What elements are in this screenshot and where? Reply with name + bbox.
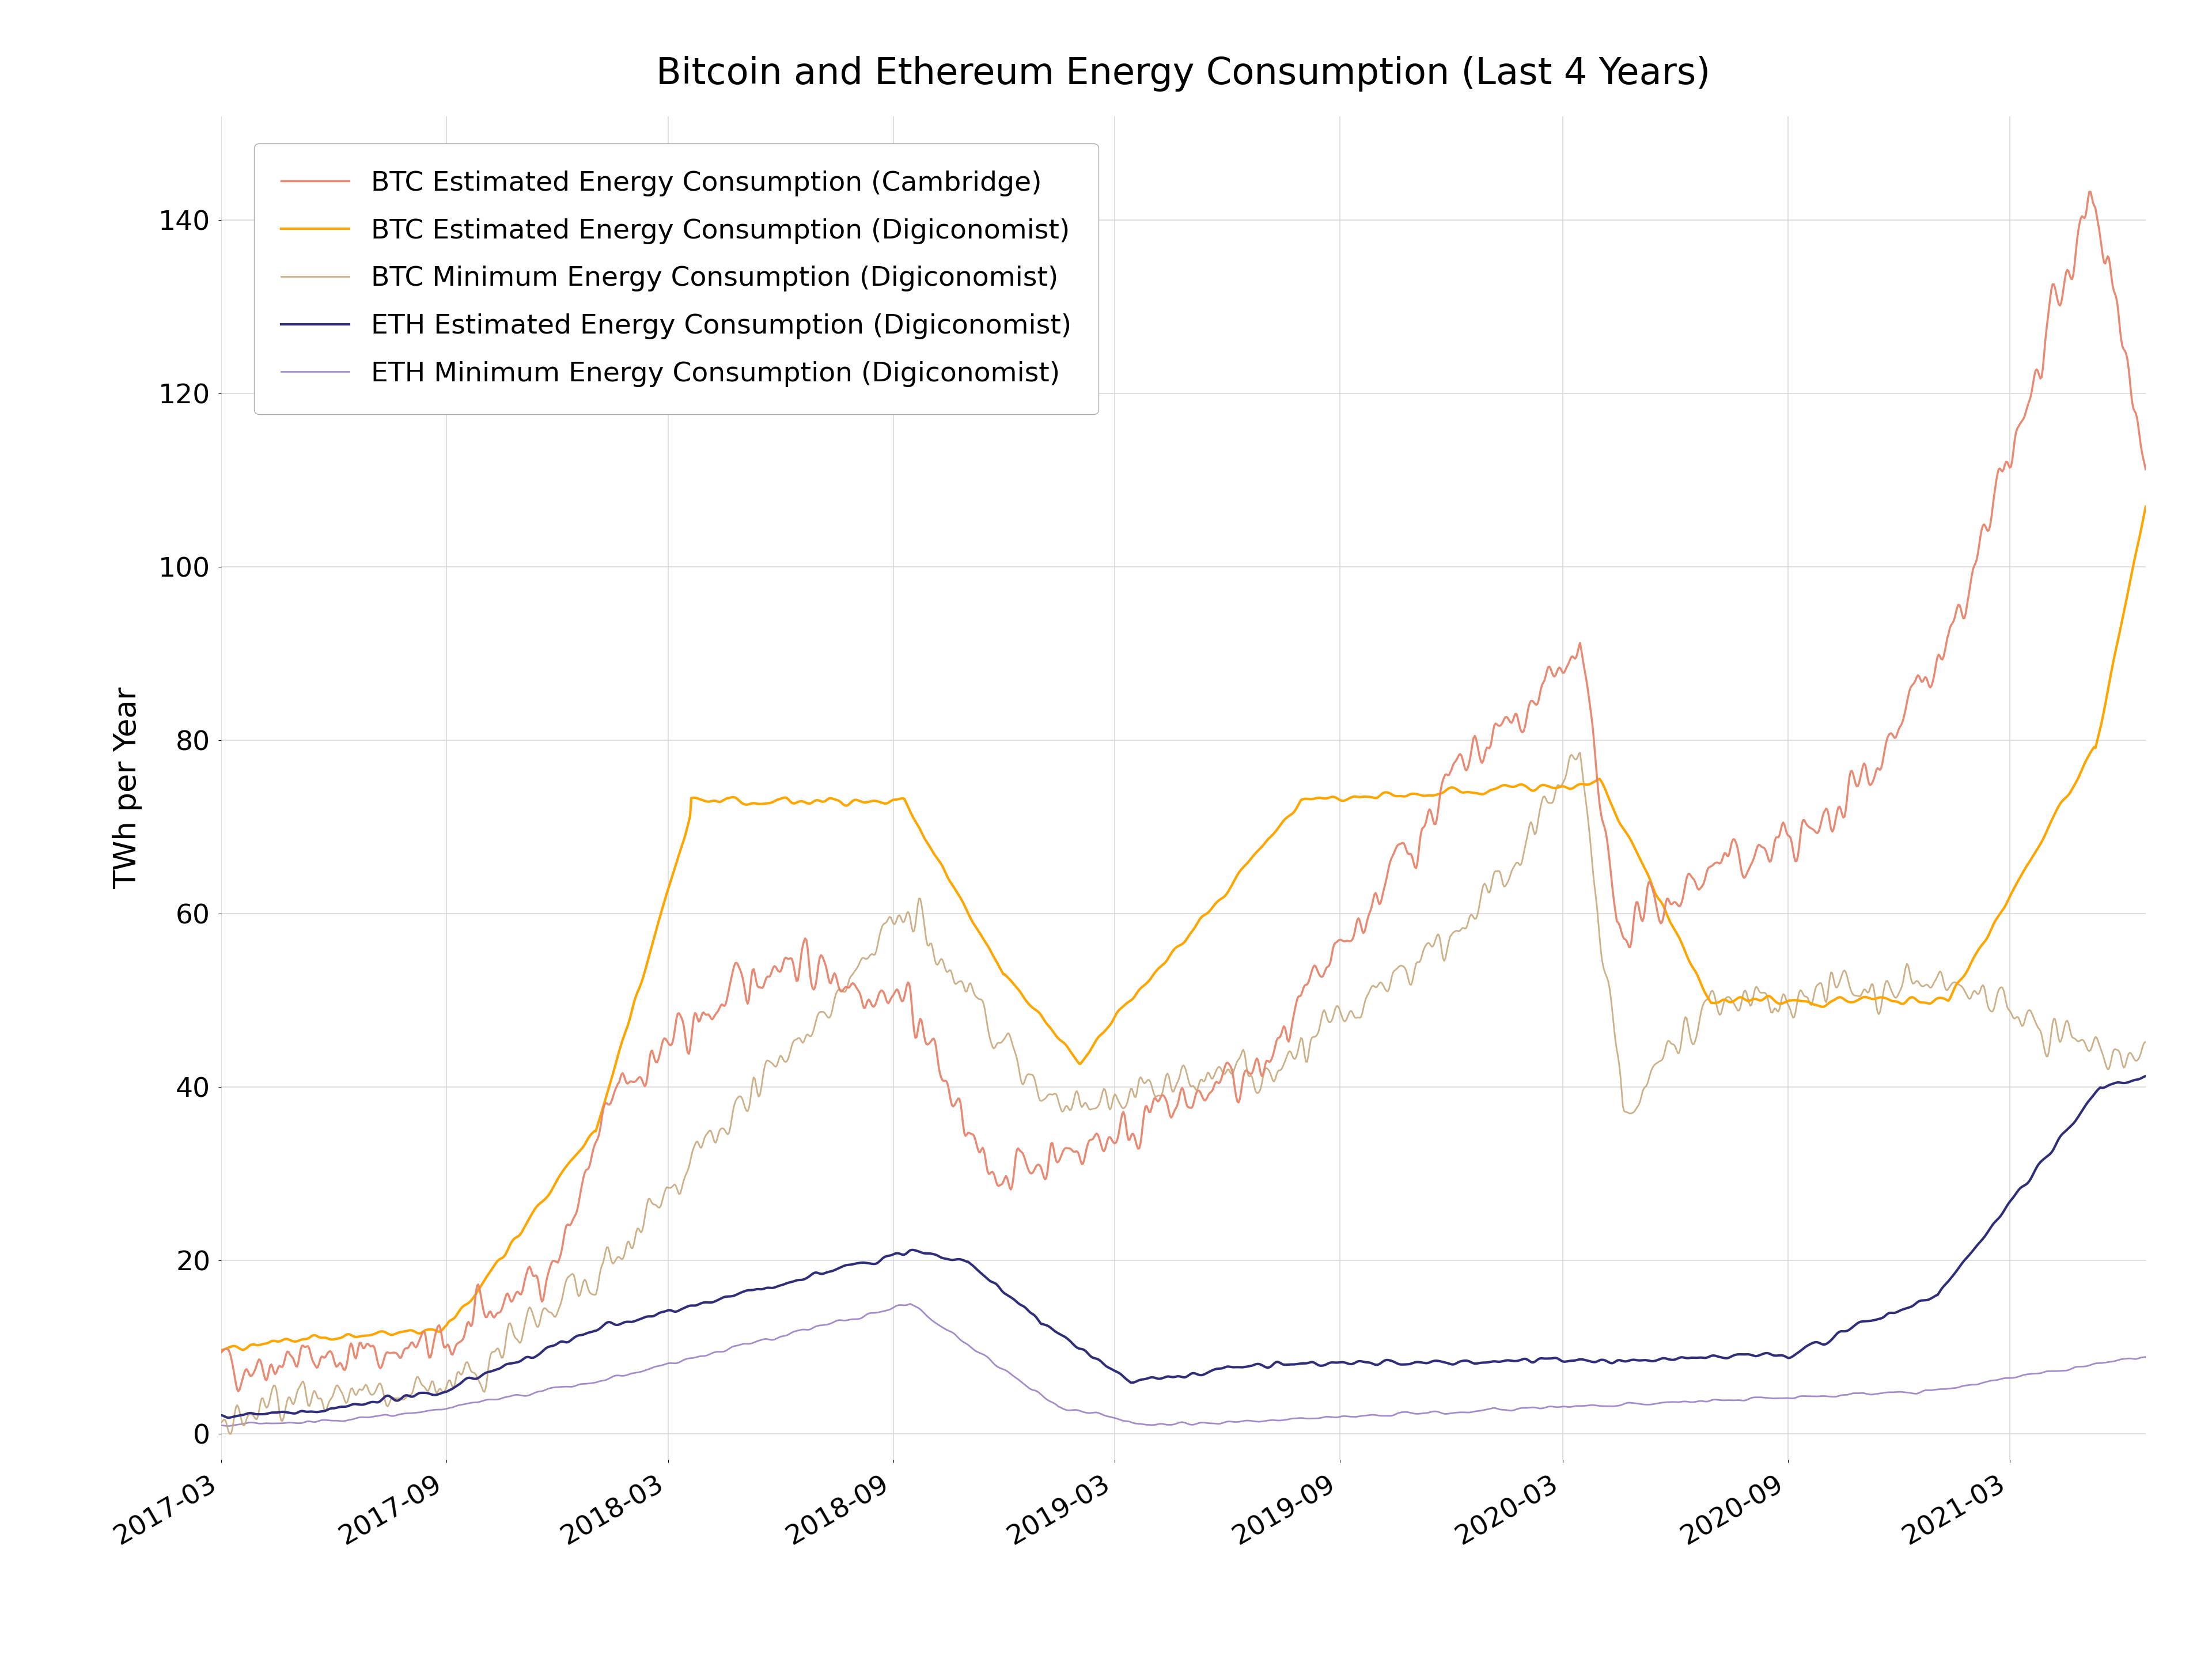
Line: BTC Estimated Energy Consumption (Cambridge): BTC Estimated Energy Consumption (Cambri…: [221, 192, 2146, 1392]
Y-axis label: TWh per Year: TWh per Year: [113, 687, 142, 889]
Title: Bitcoin and Ethereum Energy Consumption (Last 4 Years): Bitcoin and Ethereum Energy Consumption …: [657, 56, 1710, 91]
Line: ETH Minimum Energy Consumption (Digiconomist): ETH Minimum Energy Consumption (Digicono…: [221, 1304, 2146, 1427]
Line: BTC Minimum Energy Consumption (Digiconomist): BTC Minimum Energy Consumption (Digicono…: [221, 753, 2146, 1433]
Legend: BTC Estimated Energy Consumption (Cambridge), BTC Estimated Energy Consumption (: BTC Estimated Energy Consumption (Cambri…: [254, 143, 1099, 415]
Line: BTC Estimated Energy Consumption (Digiconomist): BTC Estimated Energy Consumption (Digico…: [221, 506, 2146, 1350]
Line: ETH Estimated Energy Consumption (Digiconomist): ETH Estimated Energy Consumption (Digico…: [221, 1077, 2146, 1418]
